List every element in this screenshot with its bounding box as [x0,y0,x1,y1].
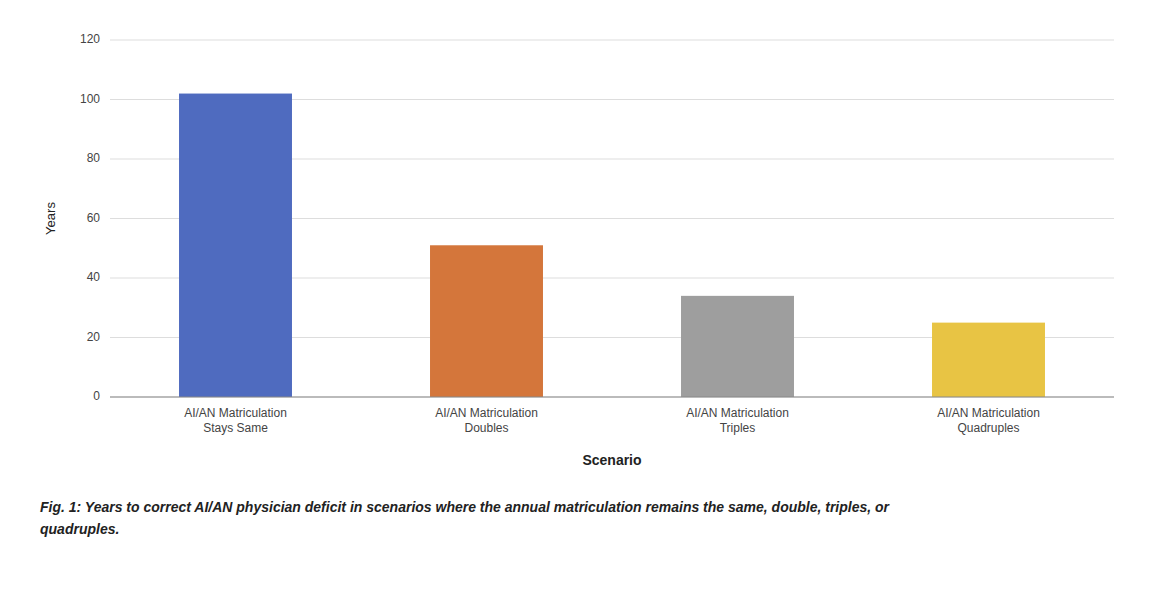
bar [179,94,292,397]
y-tick-label: 120 [80,32,100,46]
x-tick-label: AI/AN MatriculationQuadruples [937,406,1040,435]
caption: Fig. 1: Years to correct AI/AN physician… [40,499,891,515]
y-tick-label: 20 [87,330,101,344]
x-tick-label: AI/AN MatriculationStays Same [184,406,287,435]
x-axis-line [110,397,1114,398]
bar [681,296,794,397]
y-tick-label: 60 [87,211,101,225]
y-tick-label: 40 [87,270,101,284]
bar [932,323,1045,397]
chart: 0 20 40 60 80 100 120 AI/AN MatriculationStays … [0,0,1164,607]
chart-container: 0 20 40 60 80 100 120 AI/AN MatriculationStays … [0,0,1164,607]
y-tick-label: 100 [80,92,100,106]
caption: quadruples. [40,521,119,537]
grid-line [110,40,1114,41]
bar [430,245,543,397]
y-tick-label: 0 [93,389,100,403]
y-tick-label: 80 [87,151,101,165]
bars [179,94,1045,397]
x-axis-label: Scenario [582,452,641,468]
grid-line [110,397,1114,398]
x-tick-label: AI/AN MatriculationTriples [686,406,789,435]
grid [110,40,1114,397]
x-tick-label: AI/AN MatriculationDoubles [435,406,538,435]
y-axis-label: Years [43,202,58,235]
